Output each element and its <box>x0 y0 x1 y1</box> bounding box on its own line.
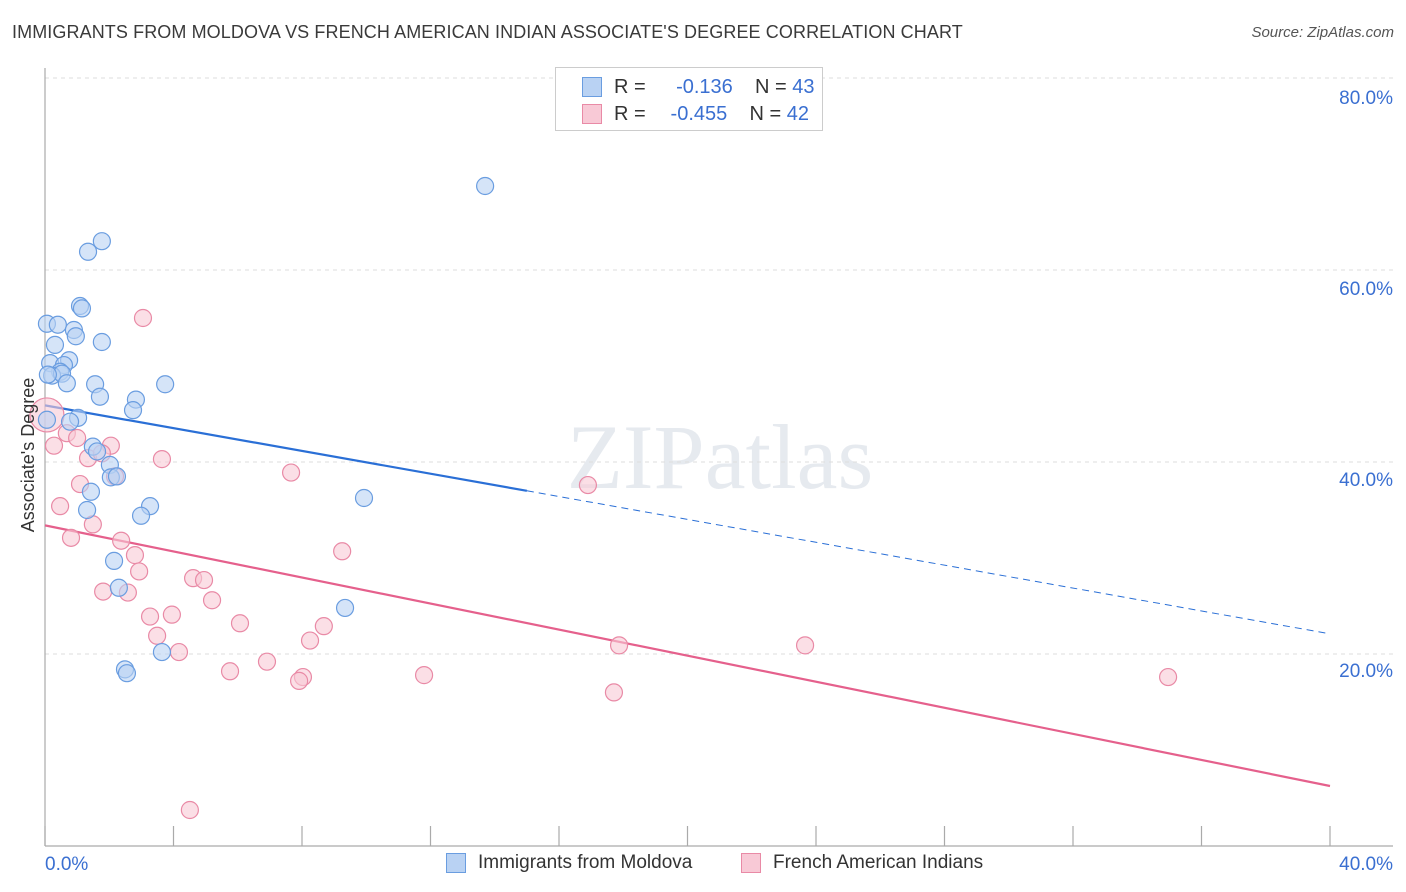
french-american-indian-point <box>68 428 87 448</box>
n-label: N = <box>749 102 782 125</box>
moldova-point <box>131 506 151 525</box>
series-name: French American Indians <box>773 852 984 873</box>
moldova-swatch <box>446 853 466 873</box>
moldova-point <box>66 327 85 346</box>
moldova-point <box>92 232 111 251</box>
moldova-swatch <box>582 77 602 97</box>
french-american-indian-point <box>257 652 277 671</box>
n-label: N = <box>755 75 787 98</box>
moldova-point <box>60 412 80 431</box>
french-american-indian-point <box>333 542 352 561</box>
french-american-indian-point <box>148 626 167 645</box>
french-american-indian-point <box>152 450 172 469</box>
r-value: -0.136 <box>676 75 733 98</box>
moldova-point <box>87 442 107 461</box>
french-american-indian-point <box>604 683 624 702</box>
moldova-point <box>109 578 128 597</box>
r-value: -0.455 <box>670 102 728 125</box>
french-american-indian-point <box>194 570 214 590</box>
french-american-indian-point <box>220 662 240 681</box>
moldova-point <box>37 410 57 429</box>
french-american-indian-point <box>169 642 189 662</box>
french-american-indian-point <box>795 636 815 655</box>
moldova-point <box>48 315 67 334</box>
moldova-point <box>90 387 110 406</box>
moldova-point <box>78 242 98 261</box>
moldova-trend-line-extension <box>526 490 1331 635</box>
french-american-indian-point <box>162 605 181 624</box>
french-american-indian-point <box>180 800 199 820</box>
moldova-point <box>77 500 97 520</box>
french-american-indian-point <box>94 582 113 601</box>
moldova-point <box>92 332 111 352</box>
french-american-indian-point <box>281 463 301 482</box>
french-american-indian-point <box>50 497 70 516</box>
y-tick-label-20: 20.0% <box>1339 661 1393 682</box>
bottom-legend-french-american-indian: French American Indians <box>741 852 983 874</box>
french-american-indian-point <box>300 631 320 650</box>
french-american-indian-point <box>140 607 160 626</box>
french-american-indian-point <box>44 436 64 455</box>
french-american-indian-point <box>133 308 153 328</box>
moldova-point <box>72 299 92 318</box>
french-american-indian-trend-line <box>44 524 1331 788</box>
moldova-point <box>354 488 374 508</box>
legend-row-french-american-indian: R = -0.455 N = 42 <box>582 101 809 127</box>
moldova-point <box>156 375 175 394</box>
french-american-indian-swatch <box>741 853 761 873</box>
french-american-indian-point <box>314 617 333 636</box>
source-label: Source: ZipAtlas.com <box>1251 24 1394 41</box>
y-axis-label: Associate's Degree <box>18 378 38 533</box>
x-tick-label-max: 40.0% <box>1339 854 1393 875</box>
n-value: 42 <box>786 102 809 125</box>
y-tick-label-60: 60.0% <box>1339 279 1393 300</box>
moldova-point <box>57 374 76 393</box>
french-american-indian-point <box>125 546 145 565</box>
legend-row-moldova: R = -0.136 N = 43 <box>582 74 815 100</box>
moldova-point <box>117 664 137 683</box>
french-american-indian-point <box>112 531 131 550</box>
chart-title: IMMIGRANTS FROM MOLDOVA VS FRENCH AMERIC… <box>12 22 963 42</box>
moldova-point <box>104 551 124 570</box>
french-american-indian-point <box>61 528 81 547</box>
french-american-indian-point <box>230 614 250 633</box>
french-american-indian-point <box>414 666 434 685</box>
bottom-legend-moldova: Immigrants from Moldova <box>446 852 692 874</box>
r-label: R = <box>614 75 646 98</box>
series-name: Immigrants from Moldova <box>478 852 693 873</box>
moldova-point <box>152 642 172 662</box>
moldova-trend-line <box>44 404 528 492</box>
moldova-point <box>335 598 355 618</box>
moldova-point <box>45 335 65 354</box>
moldova-point <box>81 482 101 501</box>
french-american-indian-swatch <box>582 104 602 124</box>
moldova-point <box>476 176 495 196</box>
french-american-indian-point <box>1158 667 1178 687</box>
french-american-indian-point <box>578 475 598 495</box>
french-american-indian-point <box>609 636 629 655</box>
moldova-point <box>38 365 57 384</box>
stats-legend: R = -0.136 N = 43 R = -0.455 N = 42 <box>555 67 823 131</box>
r-label: R = <box>614 102 646 125</box>
french-american-indian-point <box>202 591 222 610</box>
watermark: ZIPatlas <box>567 406 874 508</box>
french-american-indian-point <box>130 562 149 581</box>
x-tick-label-min: 0.0% <box>45 854 88 875</box>
moldova-point <box>107 467 127 486</box>
y-tick-label-40: 40.0% <box>1339 470 1393 491</box>
y-tick-label-80: 80.0% <box>1339 88 1393 109</box>
n-value: 43 <box>792 75 815 98</box>
moldova-point <box>123 401 143 420</box>
french-american-indian-point <box>290 671 309 690</box>
